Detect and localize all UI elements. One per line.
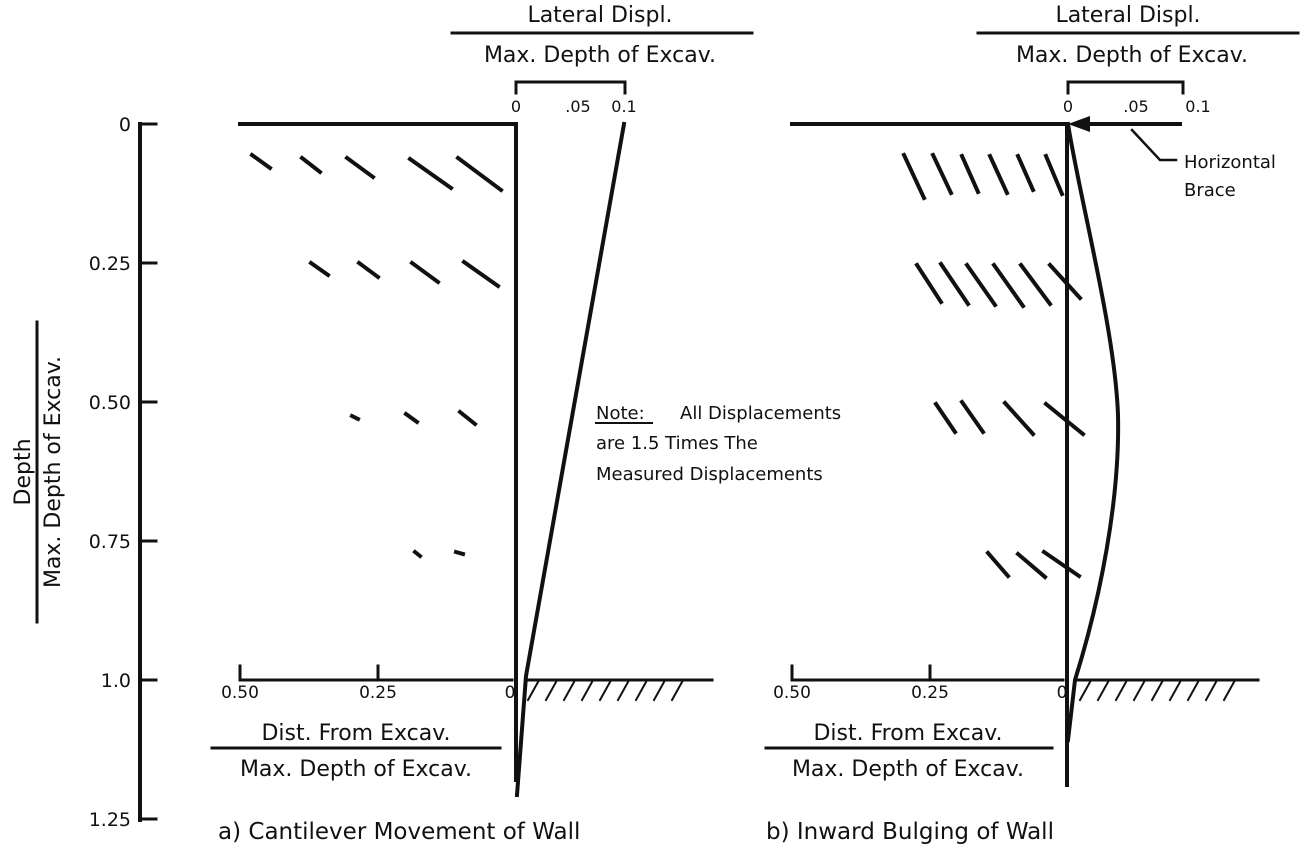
panel-a-top-label-1: Lateral Displ. — [527, 3, 672, 28]
vector-arrow — [457, 409, 478, 427]
panel-a-displacement-profile — [514, 121, 627, 798]
y-tick-075: 0.75 — [89, 531, 131, 553]
horizontal-brace-arrow — [1068, 116, 1182, 132]
y-tick-050: 0.50 — [89, 392, 131, 414]
panel-a-ground-hatch — [526, 680, 684, 702]
vector-arrow — [1043, 401, 1086, 437]
vector-arrow — [987, 153, 1010, 196]
panel-b-displacement-vectors — [901, 152, 1086, 580]
vector-arrow — [901, 152, 927, 201]
note-line-1: All Displacements — [680, 403, 841, 424]
vector-arrow — [1002, 400, 1036, 437]
vector-arrow — [985, 550, 1011, 579]
panel-b-bottom-label-2: Max. Depth of Excav. — [792, 757, 1024, 782]
vector-arrow — [1043, 153, 1065, 197]
note: Note: All Displacements are 1.5 Times Th… — [595, 403, 841, 485]
y-axis-label-max-depth: Max. Depth of Excav. — [41, 356, 66, 588]
vector-arrow — [959, 153, 981, 195]
panel-a-bottom-label-2: Max. Depth of Excav. — [240, 757, 472, 782]
panel-b-scale-0: 0 — [1063, 97, 1073, 116]
panel-b: Lateral Displ. Max. Depth of Excav. 0 .0… — [764, 3, 1300, 845]
vector-arrow — [1041, 549, 1082, 579]
panel-b-displacement-profile — [1065, 121, 1121, 743]
vector-arrow — [1018, 262, 1053, 307]
panel-a-scale-0: 0 — [511, 97, 521, 116]
vector-arrow — [344, 155, 376, 180]
panel-b-ground-hatch — [1078, 680, 1236, 702]
panel-b-dist-tick-0: 0 — [1057, 683, 1068, 703]
panel-a-caption: a) Cantilever Movement of Wall — [218, 819, 580, 845]
vector-arrow — [914, 262, 944, 305]
y-axis-title: Depth Max. Depth of Excav. — [11, 320, 66, 624]
panel-b-top-label-2: Max. Depth of Excav. — [1016, 43, 1248, 68]
panel-b-dist-tick-025: 0.25 — [911, 683, 949, 703]
panel-a-dist-tick-050: 0.50 — [221, 683, 259, 703]
brace-label-1: Horizontal — [1184, 152, 1276, 173]
vector-arrow — [959, 399, 986, 435]
vector-arrow — [1015, 551, 1048, 580]
vector-arrow — [930, 152, 954, 196]
y-tick-125: 1.25 — [89, 809, 131, 831]
panel-b-bottom-label-1: Dist. From Excav. — [813, 721, 1002, 746]
panel-a-bottom-label-1: Dist. From Excav. — [261, 721, 450, 746]
vector-arrow — [455, 155, 504, 193]
note-line-2: are 1.5 Times The — [596, 433, 758, 454]
y-axis-label-depth: Depth — [11, 438, 36, 505]
panel-b-scale-01: 0.1 — [1185, 97, 1210, 116]
brace-label-2: Brace — [1184, 180, 1236, 201]
panel-b-scale-05: .05 — [1123, 97, 1148, 116]
y-tick-1: 1.0 — [101, 670, 131, 692]
vector-arrow — [412, 549, 423, 559]
vector-arrow — [407, 156, 454, 191]
vector-arrow — [1047, 262, 1083, 301]
vector-arrow — [453, 549, 466, 557]
note-head: Note: — [596, 403, 645, 424]
panel-a-dist-tick-0: 0 — [505, 683, 516, 703]
vector-arrow — [409, 260, 441, 285]
panel-a-top-label-2: Max. Depth of Excav. — [484, 43, 716, 68]
panel-a: Lateral Displ. Max. Depth of Excav. 0 .0… — [210, 3, 754, 845]
vector-arrow — [308, 260, 331, 278]
vector-arrow — [964, 262, 998, 308]
vector-arrow — [1015, 153, 1036, 193]
panel-b-dist-tick-050: 0.50 — [773, 683, 811, 703]
brace-leader-line — [1130, 128, 1178, 162]
panel-b-caption: b) Inward Bulging of Wall — [766, 819, 1054, 845]
panel-a-dist-tick-025: 0.25 — [359, 683, 397, 703]
depth-axis: 0 0.25 0.50 0.75 1.0 1.25 Depth Max. Dep… — [11, 114, 158, 831]
vector-arrow — [299, 155, 323, 175]
vector-arrow — [938, 261, 971, 307]
panel-a-scale-01: 0.1 — [611, 97, 636, 116]
panel-a-scale-05: .05 — [565, 97, 590, 116]
vector-arrow — [933, 401, 958, 435]
panel-b-top-label-1: Lateral Displ. — [1055, 3, 1200, 28]
vector-arrow — [249, 152, 273, 171]
vector-arrow — [356, 260, 381, 280]
vector-arrow — [349, 413, 361, 422]
panel-a-displacement-vectors — [249, 152, 504, 559]
y-tick-0: 0 — [119, 114, 131, 136]
vector-arrow — [991, 262, 1026, 309]
y-tick-025: 0.25 — [89, 253, 131, 275]
vector-arrow — [461, 259, 501, 289]
note-line-3: Measured Displacements — [596, 464, 823, 485]
vector-arrow — [403, 411, 420, 425]
